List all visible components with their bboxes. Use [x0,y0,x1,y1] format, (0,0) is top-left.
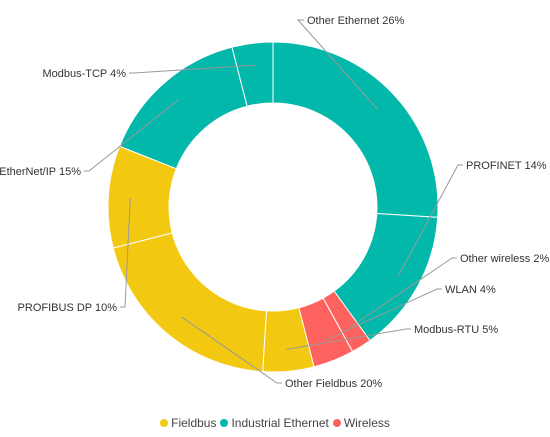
donut-slice[interactable] [112,232,268,373]
leader-line [349,257,457,329]
slice-label: Other wireless 2% [460,253,549,265]
legend-dot-icon [220,419,229,427]
donut-slice[interactable] [272,41,439,218]
leader-line [286,328,411,350]
legend: Fieldbus Industrial Ethernet Wireless [0,416,550,430]
slice-label: PROFINET 14% [466,160,547,172]
leader-line [84,99,179,172]
legend-label: Wireless [343,416,390,430]
legend-label: Industrial Ethernet [231,416,329,430]
legend-item[interactable]: Fieldbus [160,416,216,430]
leader-line [397,164,463,277]
leader-line [120,197,131,308]
slice-label: Modbus-TCP 4% [42,68,126,80]
donut-slice[interactable] [118,46,248,170]
legend-dot-icon [160,419,169,427]
leader-line [296,19,378,110]
donut-slice[interactable] [231,41,274,107]
leader-line [129,64,256,74]
slice-label: EtherNet/IP 15% [0,166,81,178]
legend-label: Fieldbus [171,416,217,430]
legend-item[interactable]: Wireless [332,416,390,430]
legend-dot-icon [332,419,341,427]
slice-label: Other Fieldbus 20% [285,378,382,390]
leader-line [325,288,442,341]
slice-label: WLAN 4% [445,284,496,296]
legend-item[interactable]: Industrial Ethernet [220,416,329,430]
leader-line [181,316,282,384]
slice-label: Other Ethernet 26% [307,15,404,27]
donut-chart: Other Ethernet 26% PROFINET 14% Other wire… [0,15,549,390]
slice-label: PROFIBUS DP 10% [18,302,118,314]
slice-label: Modbus-RTU 5% [414,324,498,336]
